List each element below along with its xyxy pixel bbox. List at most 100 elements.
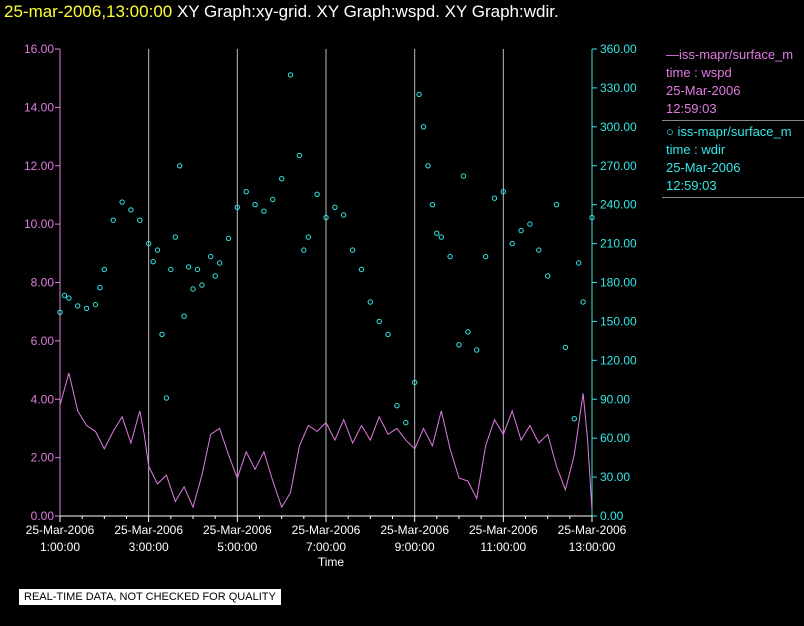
wdir-point <box>500 189 506 195</box>
x-tick-date: 25-Mar-2006 <box>114 523 183 537</box>
wdir-point <box>154 247 161 253</box>
wdir-point <box>261 208 267 214</box>
right-tick-label: 60.00 <box>600 431 630 445</box>
page-title: 25-mar-2006,13:00:00 XY Graph:xy-grid. X… <box>4 2 559 22</box>
right-tick-label: 300.00 <box>600 120 637 134</box>
wdir-point <box>190 286 196 292</box>
wdir-point <box>252 202 258 208</box>
left-tick-label: 4.00 <box>31 392 55 406</box>
wdir-point <box>97 285 103 291</box>
wdir-point <box>194 266 201 273</box>
wdir-point <box>447 253 453 260</box>
legend-wdir-date: 25-Mar-2006 <box>666 160 741 175</box>
left-tick-label: 12.00 <box>24 159 54 173</box>
wdir-point <box>412 379 418 386</box>
legend: —iss-mapr/surface_m time : wspd 25-Mar-2… <box>662 44 804 198</box>
wdir-point <box>92 301 99 308</box>
wdir-point <box>332 204 338 211</box>
wdir-point <box>61 292 68 299</box>
wdir-point <box>128 207 134 213</box>
legend-wspd-var: time : wspd <box>666 65 732 80</box>
right-tick-label: 90.00 <box>600 392 630 406</box>
wdir-point <box>146 240 152 247</box>
wdir-point <box>341 212 347 218</box>
wdir-point <box>301 247 307 253</box>
wdir-point <box>323 214 329 221</box>
right-tick-label: 120.00 <box>600 353 637 367</box>
wdir-point <box>119 199 125 205</box>
wdir-point <box>181 313 187 319</box>
wdir-point <box>367 299 373 305</box>
plot-grid <box>148 49 593 516</box>
wdir-point <box>518 227 524 234</box>
title-timestamp: 25-mar-2006,13:00:00 <box>4 2 173 21</box>
x-tick-time: 11:00:00 <box>480 540 526 554</box>
legend-wdir-var: time : wdir <box>666 142 726 157</box>
legend-wdir-source: ○ iss-mapr/surface_m <box>666 124 792 139</box>
wdir-point <box>66 295 72 301</box>
wdir-point <box>420 124 427 130</box>
left-tick-label: 2.00 <box>31 451 55 465</box>
wdir-point <box>137 217 143 223</box>
wdir-point <box>429 202 436 208</box>
x-axis-label: Time <box>318 555 345 569</box>
left-tick-label: 16.00 <box>24 42 54 56</box>
wdir-point <box>296 152 303 159</box>
wdir-point <box>465 329 471 335</box>
wdir-point <box>57 309 63 315</box>
wdir-point <box>185 264 192 270</box>
wspd-line <box>59 372 593 511</box>
right-tick-label: 210.00 <box>600 237 637 251</box>
wdir-point <box>270 196 276 203</box>
wdir-point <box>208 253 214 260</box>
legend-wdir: ○ iss-mapr/surface_m time : wdir 25-Mar-… <box>662 121 804 198</box>
wdir-point <box>394 403 400 409</box>
x-tick-time: 9:00:00 <box>395 540 435 554</box>
wdir-point <box>482 253 489 260</box>
x-tick-date: 25-Mar-2006 <box>292 523 361 537</box>
legend-wspd-date: 25-Mar-2006 <box>666 83 741 98</box>
x-tick-time: 1:00:00 <box>40 540 80 554</box>
wdir-point <box>434 230 440 236</box>
wdir-point <box>75 303 81 309</box>
wdir-point <box>287 72 294 78</box>
left-tick-label: 6.00 <box>31 334 55 348</box>
x-tick-date: 25-Mar-2006 <box>469 523 538 537</box>
left-tick-label: 14.00 <box>24 100 54 114</box>
wdir-point <box>562 344 569 351</box>
wdir-point <box>159 331 165 338</box>
wdir-point <box>212 273 218 279</box>
left-tick-label: 0.00 <box>31 509 55 523</box>
right-tick-label: 0.00 <box>600 509 624 523</box>
wdir-point <box>416 91 422 98</box>
legend-wdir-time: 12:59:03 <box>666 178 717 193</box>
wdir-series <box>57 72 595 426</box>
right-tick-label: 330.00 <box>600 81 637 95</box>
wdir-point <box>460 173 467 179</box>
wdir-point <box>509 240 515 247</box>
wdir-point <box>376 318 382 325</box>
wdir-point <box>110 217 116 223</box>
right-tick-label: 150.00 <box>600 314 637 328</box>
legend-wspd: —iss-mapr/surface_m time : wspd 25-Mar-2… <box>662 44 804 121</box>
tick-labels: 0.00 2.00 4.00 6.00 8.00 10.00 12.00 14.00 16.00… <box>24 42 637 554</box>
wdir-point <box>536 247 542 253</box>
right-tick-label: 270.00 <box>600 159 637 173</box>
wdir-point <box>101 266 108 273</box>
wdir-point <box>243 189 249 195</box>
x-tick-date: 25-Mar-2006 <box>380 523 449 537</box>
wdir-point <box>314 191 320 198</box>
wdir-point <box>168 266 174 273</box>
right-tick-label: 360.00 <box>600 42 637 56</box>
x-tick-time: 7:00:00 <box>306 540 346 554</box>
wdir-point <box>234 204 241 211</box>
wdir-point <box>177 163 183 169</box>
legend-wspd-source: —iss-mapr/surface_m <box>666 47 794 62</box>
wdir-point <box>576 260 582 266</box>
wdir-point <box>589 214 595 221</box>
wdir-point <box>358 266 365 273</box>
quality-notice: REAL-TIME DATA, NOT CHECKED FOR QUALITY <box>18 588 282 606</box>
x-tick-date: 25-Mar-2006 <box>26 523 95 537</box>
x-tick-time: 13:00:00 <box>569 540 616 554</box>
